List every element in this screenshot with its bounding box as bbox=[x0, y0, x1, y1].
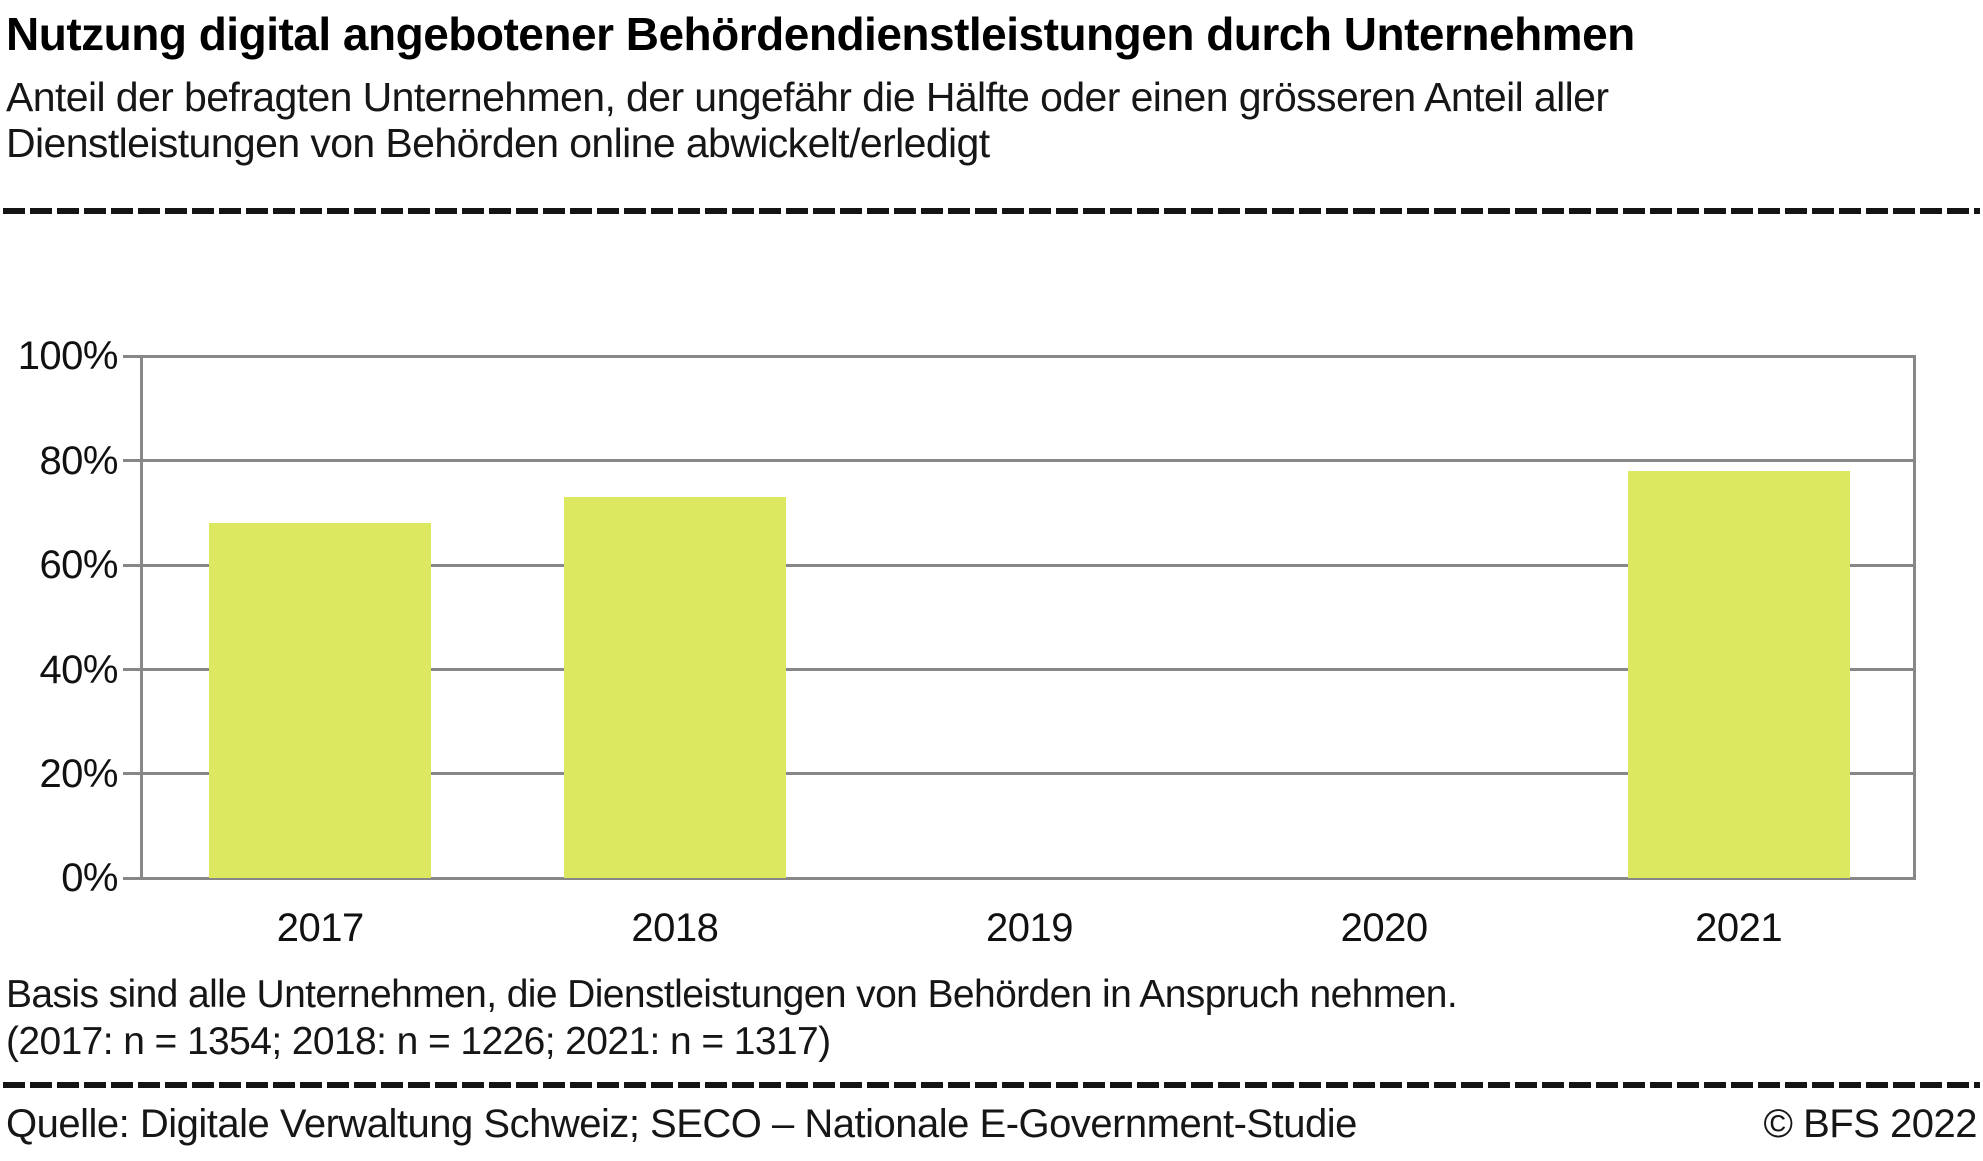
x-tick-label-2019: 2019 bbox=[985, 906, 1073, 951]
chart-subtitle-line2: Dienstleistungen von Behörden online abw… bbox=[6, 120, 990, 166]
y-tick-label-0: 0% bbox=[61, 856, 118, 901]
y-tick-0 bbox=[123, 876, 143, 880]
y-tick-label-20: 20% bbox=[39, 751, 118, 796]
copyright-text: © BFS 2022 bbox=[1763, 1101, 1978, 1146]
plot-right-border bbox=[1913, 356, 1916, 880]
footnote-line2: (2017: n = 1354; 2018: n = 1226; 2021: n… bbox=[6, 1020, 831, 1064]
chart-title: Nutzung digital angebotener Behördendien… bbox=[6, 8, 1635, 60]
y-tick-100 bbox=[123, 354, 143, 358]
footer: Quelle: Digitale Verwaltung Schweiz; SEC… bbox=[6, 1101, 1978, 1147]
gridline-80 bbox=[143, 459, 1916, 463]
chart-subtitle: Anteil der befragten Unternehmen, der un… bbox=[6, 74, 1977, 167]
footnote-line1: Basis sind alle Unternehmen, die Dienstl… bbox=[6, 973, 1458, 1017]
y-tick-label-100: 100% bbox=[17, 334, 119, 379]
gridline-60 bbox=[143, 563, 1916, 567]
x-tick-label-2020: 2020 bbox=[1340, 906, 1428, 951]
y-axis-line bbox=[140, 356, 143, 880]
bar-2021 bbox=[1627, 471, 1850, 879]
y-tick-80 bbox=[123, 459, 143, 463]
y-tick-label-60: 60% bbox=[39, 543, 118, 588]
y-tick-label-80: 80% bbox=[39, 438, 118, 483]
y-tick-20 bbox=[123, 772, 143, 776]
bottom-divider bbox=[3, 1081, 1980, 1088]
gridline-20 bbox=[143, 772, 1916, 776]
gridline-40 bbox=[143, 668, 1916, 672]
y-tick-label-40: 40% bbox=[39, 647, 118, 692]
bar-2017 bbox=[209, 523, 432, 879]
x-axis-labels: 2017 2018 2019 2020 2021 bbox=[143, 904, 1916, 952]
gridline-0 bbox=[143, 876, 1916, 880]
footnote: Basis sind alle Unternehmen, die Dienstl… bbox=[6, 972, 1977, 1066]
x-tick-label-2018: 2018 bbox=[631, 906, 719, 951]
source-text: Quelle: Digitale Verwaltung Schweiz; SEC… bbox=[6, 1101, 1357, 1146]
gridline-100 bbox=[143, 354, 1916, 358]
y-tick-60 bbox=[123, 563, 143, 567]
top-divider bbox=[3, 208, 1980, 215]
chart-subtitle-line1: Anteil der befragten Unternehmen, der un… bbox=[6, 73, 1609, 120]
bar-2018 bbox=[563, 497, 786, 879]
y-tick-40 bbox=[123, 668, 143, 672]
x-tick-label-2021: 2021 bbox=[1695, 906, 1783, 951]
x-tick-label-2017: 2017 bbox=[276, 906, 364, 951]
bar-chart-plot-area: 0% 20% 40% 60% 80% 100% bbox=[18, 334, 1916, 900]
